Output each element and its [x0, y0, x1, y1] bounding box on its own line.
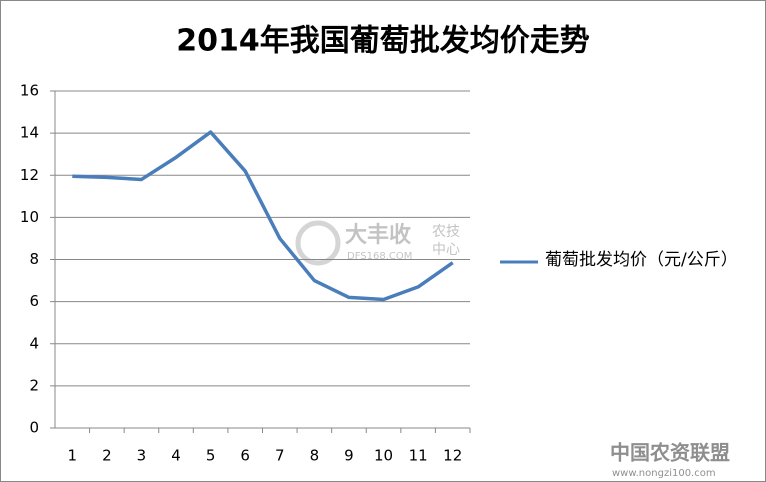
x-tick-label: 1: [68, 447, 78, 465]
watermark-text: DFS168.COM: [347, 251, 412, 262]
watermark: 中国农资联盟 www.nongzi100.com: [610, 441, 730, 480]
watermark-text: 大丰收: [345, 222, 411, 248]
x-tick-label: 11: [409, 447, 428, 465]
y-tick-label: 0: [29, 419, 39, 437]
y-tick-label: 12: [20, 166, 39, 184]
x-tick-label: 8: [310, 447, 320, 465]
y-tick-label: 4: [29, 334, 39, 352]
watermark-text: 中心: [432, 242, 460, 258]
x-tick-label: 7: [275, 447, 285, 465]
y-tick-label: 16: [20, 82, 39, 100]
chart-title: 2014年我国葡萄批发均价走势: [176, 24, 590, 59]
watermark: 大丰收 农技 中心 DFS168.COM: [295, 220, 460, 266]
x-tick-label: 2: [102, 447, 112, 465]
y-tick-label: 10: [20, 208, 39, 226]
watermark-text: 中国农资联盟: [610, 441, 730, 465]
x-tick-label: 6: [240, 447, 250, 465]
x-tick-label: 9: [344, 447, 354, 465]
y-tick-label: 14: [20, 124, 39, 142]
x-tick-label: 3: [137, 447, 147, 465]
watermark-logo: [295, 220, 341, 266]
x-tick-label: 12: [443, 447, 462, 465]
x-tick-label: 5: [206, 447, 216, 465]
y-tick-label: 8: [29, 250, 39, 268]
watermark-text: www.nongzi100.com: [612, 468, 716, 479]
x-tick-label: 10: [374, 447, 393, 465]
legend: 葡萄批发均价（元/公斤）: [545, 250, 738, 270]
x-tick-label: 4: [171, 447, 181, 465]
y-tick-label: 6: [29, 292, 39, 310]
legend-label: 葡萄批发均价（元/公斤）: [545, 250, 738, 270]
y-tick-label: 2: [29, 376, 39, 394]
data-line: [72, 130, 454, 302]
watermark-text: 农技: [432, 224, 460, 240]
